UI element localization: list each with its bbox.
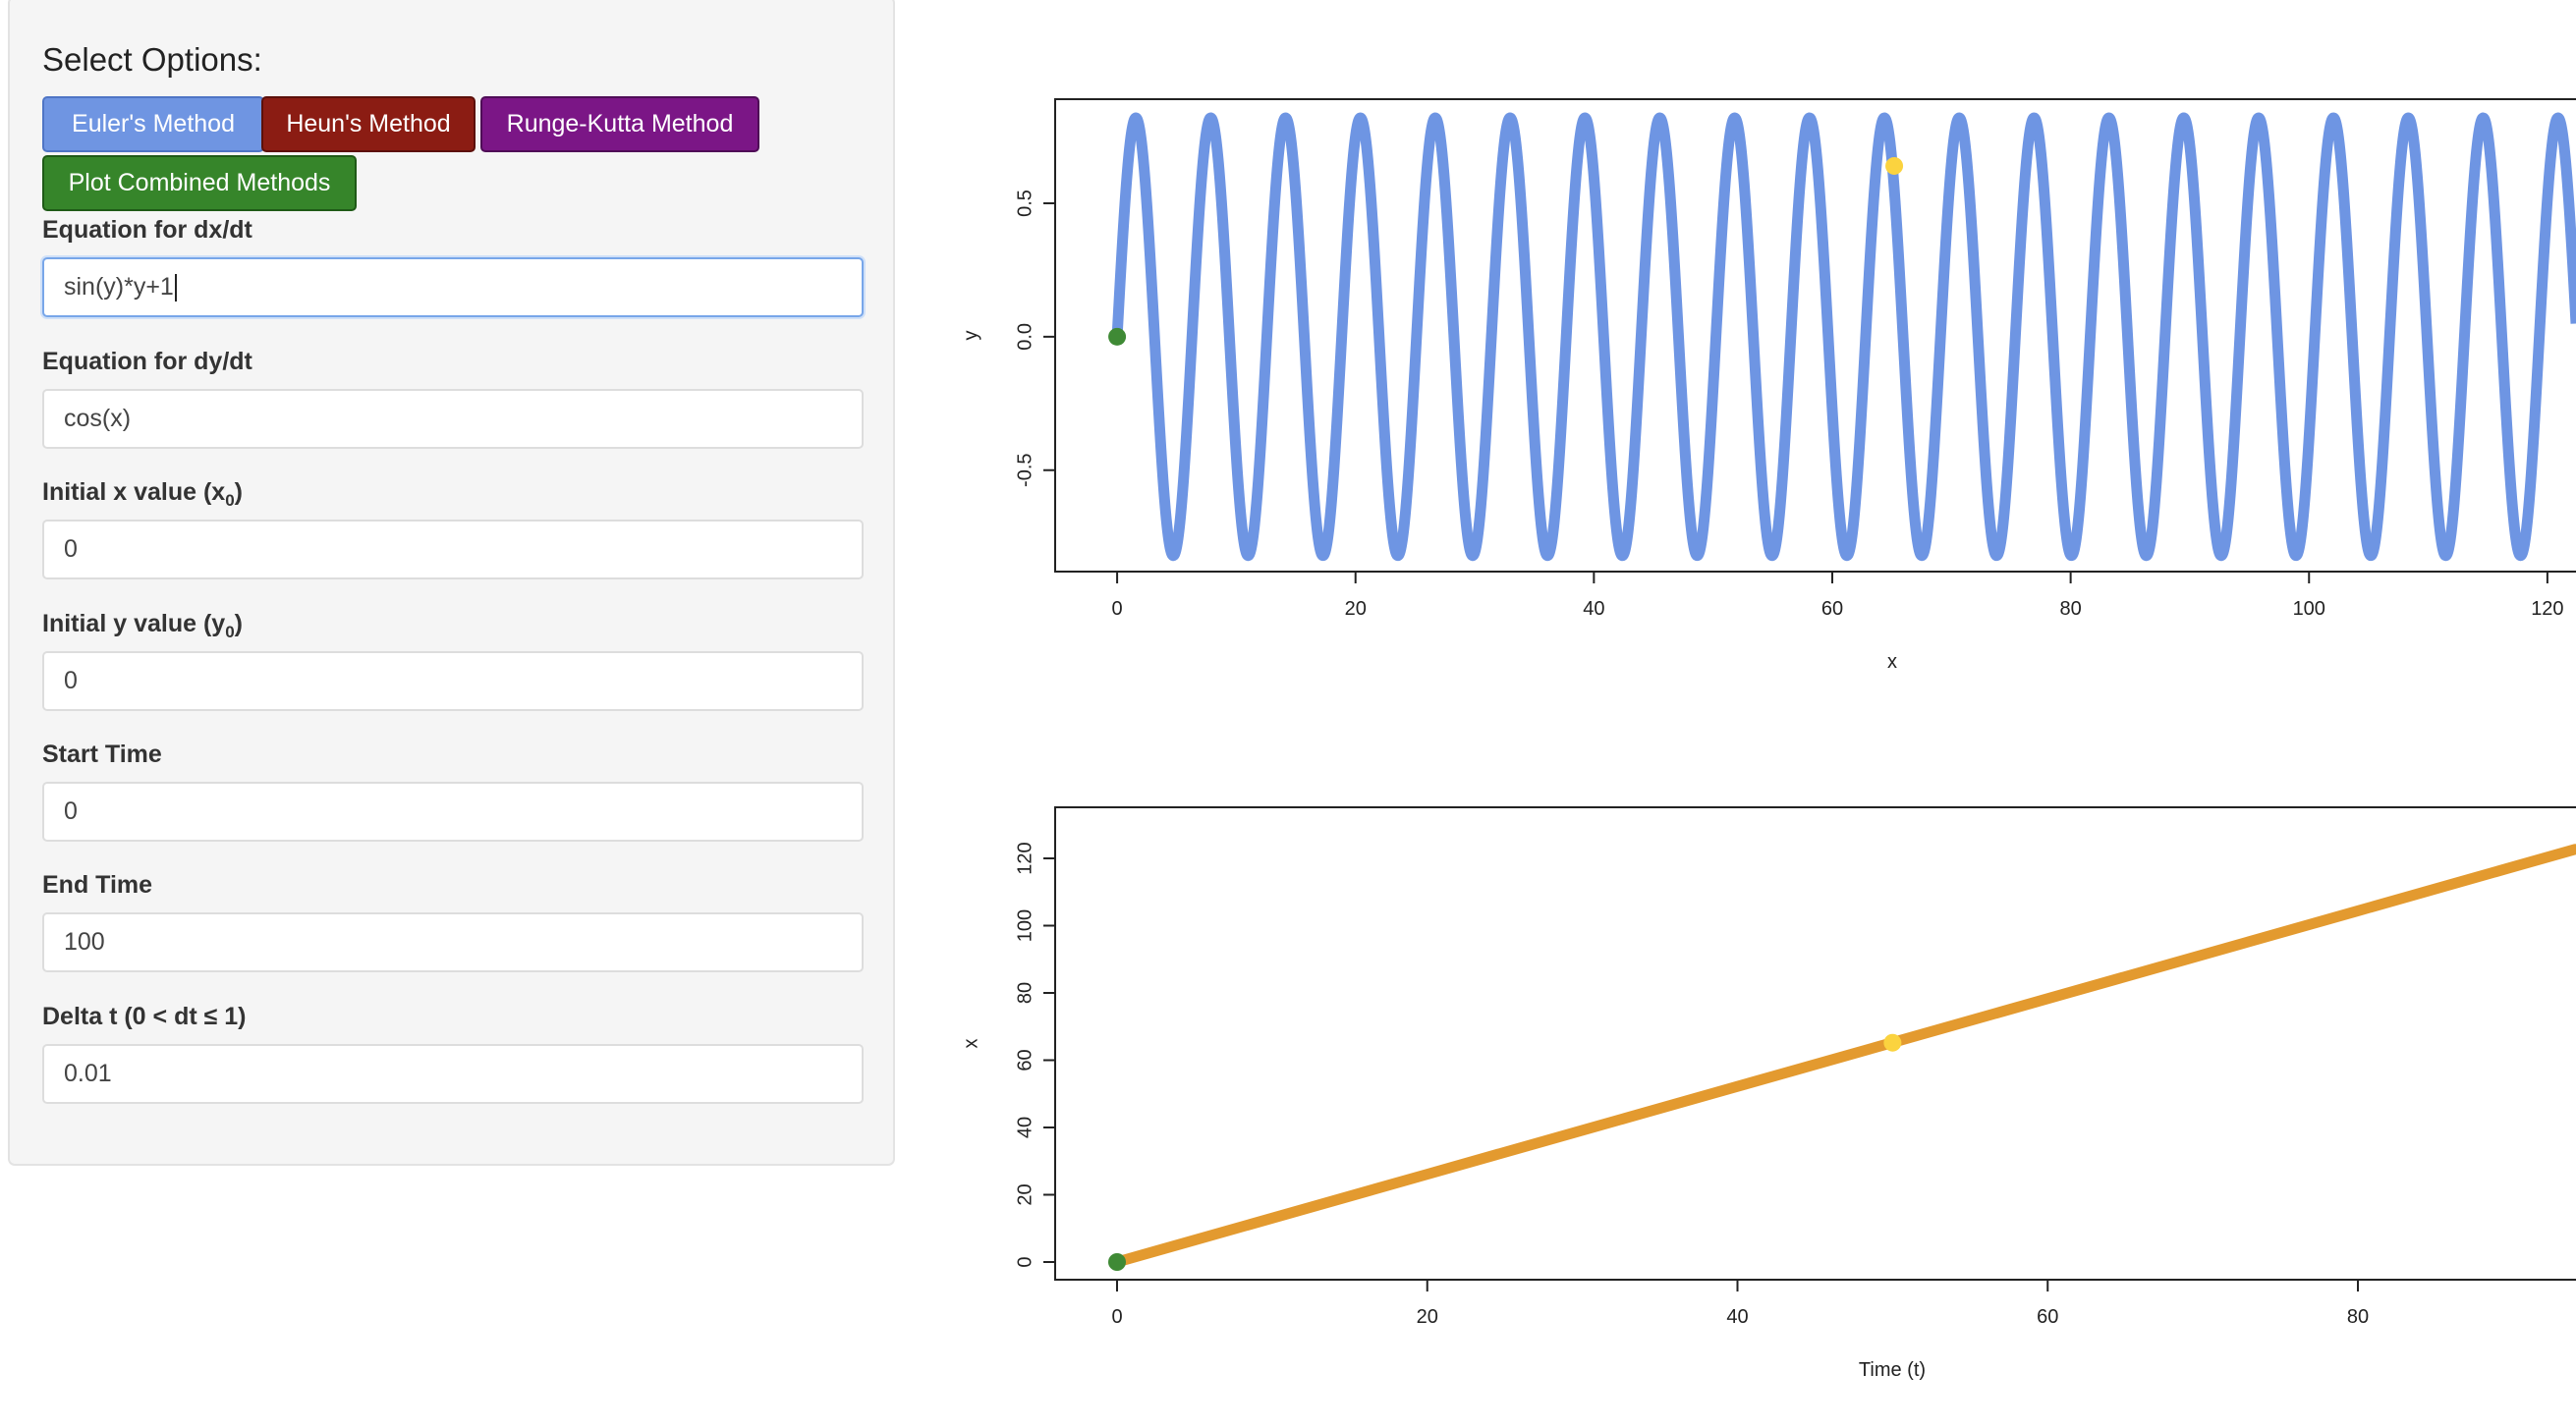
plot-combined-methods-button[interactable]: Plot Combined Methods [42,155,357,211]
delta-t-value: 0.01 [64,1060,112,1087]
y-tick-label: 0.5 [1014,190,1036,217]
end-time-input[interactable]: 100 [42,912,864,972]
dxdt-value: sin(y)*y+1 [64,273,174,301]
y0-label: Initial y value (y0) [42,610,243,641]
y-tick-label: 100 [1014,909,1036,942]
x-tick-label: 60 [2037,1306,2058,1328]
euler-method-button[interactable]: Euler's Method [42,96,264,152]
start-point-marker [1108,1253,1126,1271]
y-tick-label: 40 [1014,1117,1036,1138]
y-tick-label: 120 [1014,842,1036,874]
x-tick-label: 40 [1583,598,1604,620]
start-point-marker [1108,327,1127,346]
start-time-value: 0 [64,797,78,825]
y-tick-label: 0 [1014,1256,1036,1267]
x-axis-label: Time (t) [1859,1359,1926,1381]
delta-t-label: Delta t (0 < dt ≤ 1) [42,1003,247,1030]
x-tick-label: 40 [1726,1306,1748,1328]
x0-value: 0 [64,535,78,563]
phase-trajectory-line [1111,112,2576,562]
phase-plot: 0 20 40 60 80 100 120 -0.5 0.0 0.5 x y [960,98,2576,673]
dydt-input[interactable]: cos(x) [42,389,864,449]
start-time-input[interactable]: 0 [42,782,864,842]
x-tick-label: 80 [2059,598,2081,620]
plot-frame [1054,806,2576,1281]
runge-kutta-method-button[interactable]: Runge-Kutta Method [480,96,759,152]
x-tick-label: 0 [1112,598,1123,620]
y-axis-label: y [960,331,981,341]
x-tick-label: 120 [2531,598,2563,620]
x0-label: Initial x value (x0) [42,478,243,510]
x-axis-label: x [1887,651,1897,673]
dxdt-input[interactable]: sin(y)*y+1 [42,257,864,317]
y-tick-label: 60 [1014,1049,1036,1071]
y-tick-label: -0.5 [1014,454,1036,487]
current-point-marker [1885,156,1904,175]
x-tick-label: 60 [1821,598,1843,620]
heun-method-button[interactable]: Heun's Method [261,96,476,152]
end-time-value: 100 [64,928,105,956]
start-time-label: Start Time [42,741,162,768]
y0-input[interactable]: 0 [42,651,864,711]
x-tick-label: 20 [1417,1306,1438,1328]
dydt-label: Equation for dy/dt [42,348,252,375]
delta-t-input[interactable]: 0.01 [42,1044,864,1104]
y-tick-label: 0.0 [1014,323,1036,351]
y0-value: 0 [64,667,78,694]
select-options-title: Select Options: [42,41,262,78]
end-time-label: End Time [42,871,153,899]
dydt-value: cos(x) [64,405,132,432]
x0-input[interactable]: 0 [42,520,864,579]
time-plot: 0 20 40 60 80 0 20 40 60 80 100 120 Time (t) x [960,806,2576,1381]
y-axis-label: x [960,1039,981,1049]
x-tick-label: 80 [2347,1306,2369,1328]
current-point-marker [1883,1033,1902,1052]
plot-frame [1054,98,2576,573]
x-tick-label: 20 [1345,598,1367,620]
y-tick-label: 20 [1014,1183,1036,1205]
options-panel: Select Options: Euler's Method Heun's Me… [8,0,895,1166]
dxdt-label: Equation for dx/dt [42,216,252,244]
y-tick-label: 80 [1014,982,1036,1004]
text-caret [174,273,177,302]
x-tick-label: 100 [2293,598,2325,620]
x-tick-label: 0 [1111,1306,1122,1328]
x-vs-time-line [1111,844,2576,1268]
